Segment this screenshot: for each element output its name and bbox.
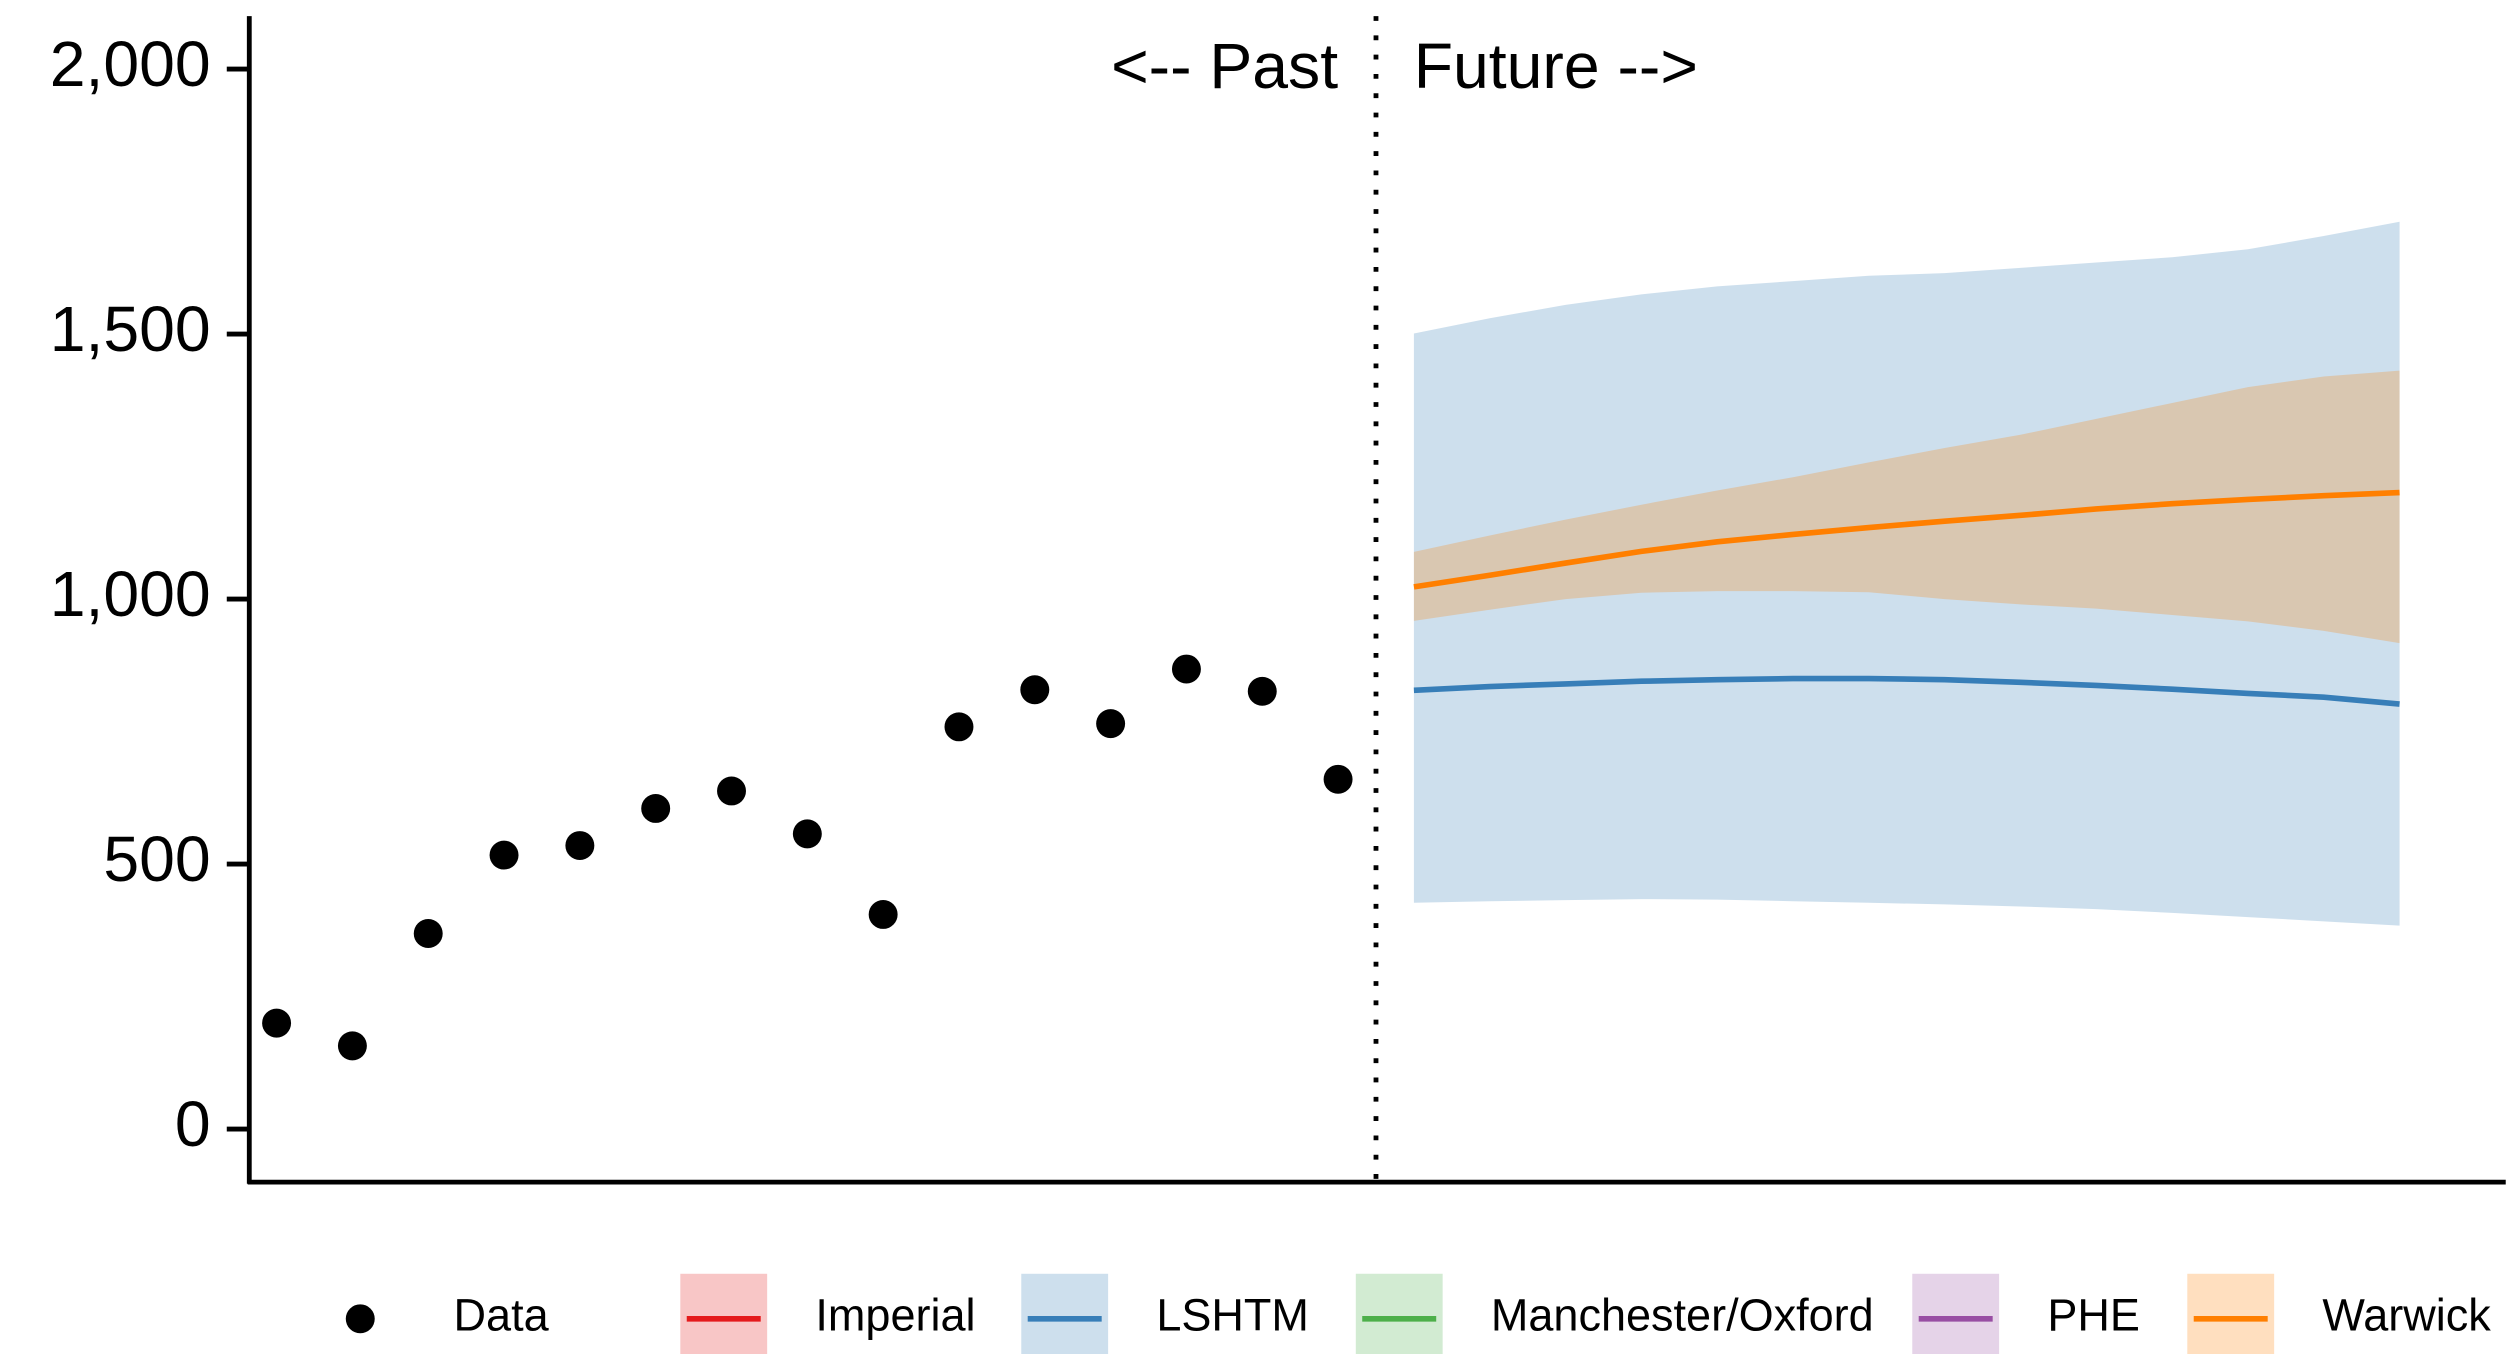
- data-point: [337, 1031, 367, 1061]
- legend-label: Imperial: [815, 1290, 975, 1341]
- legend-item: LSHTM: [1021, 1273, 1309, 1354]
- data-point: [1020, 675, 1050, 705]
- legend-label: Data: [454, 1290, 550, 1341]
- data-point: [641, 793, 671, 823]
- legend-key: [1912, 1273, 2000, 1354]
- legend-item: Data: [345, 1290, 550, 1341]
- legend-label: PHE: [2047, 1290, 2140, 1341]
- legend-label: Warwick: [2322, 1290, 2491, 1341]
- legend-key: [345, 1304, 375, 1334]
- legend-item: Manchester/Oxford: [1355, 1273, 1874, 1354]
- data-point: [1171, 654, 1201, 684]
- legend-item: PHE: [1912, 1273, 2140, 1354]
- data-point: [1096, 709, 1126, 739]
- legend-key: [1355, 1273, 1443, 1354]
- legend-key: [1021, 1273, 1109, 1354]
- legend-label: LSHTM: [1156, 1290, 1309, 1341]
- y-tick-label: 2,000: [50, 28, 211, 100]
- annotation: Future -->: [1414, 30, 1698, 102]
- legend-item: Imperial: [680, 1273, 976, 1354]
- legend-key: [2187, 1273, 2275, 1354]
- legend-label: Manchester/Oxford: [1491, 1290, 1874, 1341]
- y-tick-label: 0: [175, 1088, 211, 1160]
- data-point: [262, 1008, 292, 1038]
- data-point: [489, 840, 519, 870]
- data-point: [944, 712, 974, 742]
- legend-key: [680, 1273, 768, 1354]
- data-point: [868, 899, 898, 929]
- data-point: [717, 776, 746, 806]
- data-point: [565, 831, 595, 861]
- forecast-band: [1413, 221, 2400, 926]
- y-tick-label: 1,000: [50, 558, 211, 630]
- data-point: [792, 819, 822, 849]
- y-tick-label: 500: [103, 823, 210, 895]
- data-point: [1323, 764, 1353, 794]
- data-point: [1247, 676, 1277, 706]
- forecast-line: [1413, 489, 2400, 590]
- forecast-band: [1413, 370, 2400, 644]
- legend-item: Warwick: [2187, 1273, 2491, 1354]
- plot-root: <-- Past Future --> 0 500 1,000 1,500 2,000 D…: [50, 16, 2506, 1354]
- annotation: <-- Past: [1111, 30, 1338, 102]
- data-point: [413, 919, 443, 949]
- forecast-line: [1413, 675, 2400, 707]
- y-tick-label: 1,500: [50, 293, 211, 365]
